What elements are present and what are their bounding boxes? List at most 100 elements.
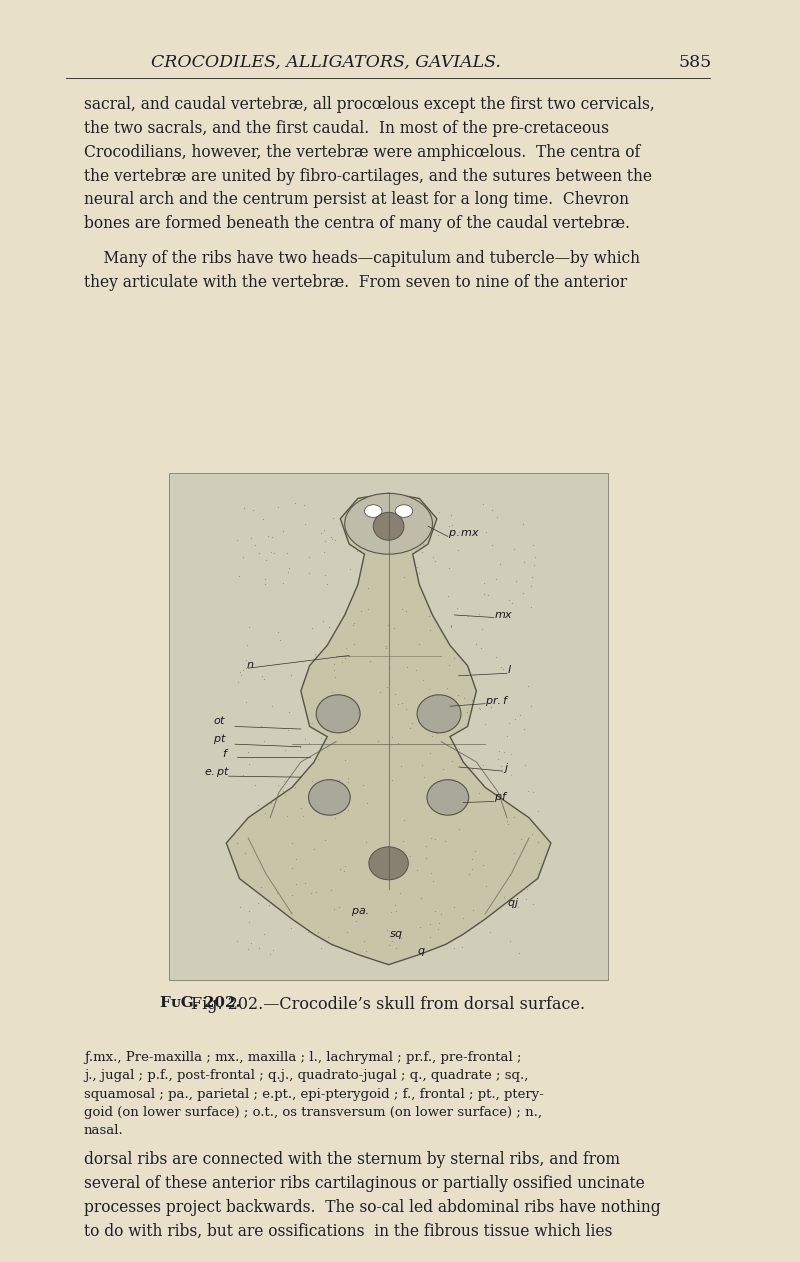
Point xyxy=(441,678,454,698)
Point xyxy=(394,756,407,776)
Point xyxy=(502,713,515,733)
Point xyxy=(253,939,266,959)
Point xyxy=(504,765,517,785)
Point xyxy=(505,745,518,765)
Point xyxy=(305,883,318,904)
Point xyxy=(318,531,331,551)
Point xyxy=(362,578,374,598)
Point xyxy=(338,861,350,881)
Point xyxy=(429,550,442,570)
Text: $pa.$: $pa.$ xyxy=(351,906,370,917)
Point xyxy=(282,702,295,722)
Point xyxy=(278,771,291,791)
Point xyxy=(256,666,269,687)
Point xyxy=(362,599,374,620)
Point xyxy=(364,857,377,877)
Point xyxy=(285,664,298,684)
Point xyxy=(380,636,393,656)
Point xyxy=(298,872,311,892)
Point xyxy=(417,534,430,554)
Point xyxy=(258,731,270,751)
Ellipse shape xyxy=(417,695,461,733)
Point xyxy=(333,770,346,790)
Point xyxy=(509,709,522,729)
Point xyxy=(482,584,494,604)
Point xyxy=(266,528,278,548)
Point xyxy=(256,509,269,529)
Point xyxy=(516,514,529,534)
Point xyxy=(484,698,497,718)
Point xyxy=(386,931,398,952)
Point xyxy=(524,697,537,717)
Point xyxy=(302,757,314,777)
Point xyxy=(510,572,522,592)
Point xyxy=(442,516,455,536)
Text: 585: 585 xyxy=(678,54,711,71)
Point xyxy=(242,753,255,774)
Point xyxy=(258,924,270,944)
Point xyxy=(295,798,308,818)
Point xyxy=(315,522,328,543)
Point xyxy=(442,558,455,578)
Point xyxy=(477,755,490,775)
Point xyxy=(501,726,514,746)
Point xyxy=(264,794,277,814)
Point xyxy=(504,930,517,950)
Point xyxy=(290,848,302,868)
Point xyxy=(495,658,508,678)
Point xyxy=(453,521,466,541)
Point xyxy=(326,529,338,549)
Point xyxy=(389,895,402,915)
Point xyxy=(330,770,343,790)
Point xyxy=(383,935,396,955)
Point xyxy=(302,733,315,753)
Point xyxy=(432,912,445,933)
Point xyxy=(498,887,511,907)
Point xyxy=(334,859,346,880)
Point xyxy=(297,805,310,825)
Bar xyxy=(170,473,608,979)
Point xyxy=(527,555,540,575)
Point xyxy=(342,772,354,793)
Point xyxy=(466,690,478,711)
Point xyxy=(451,540,464,560)
Point xyxy=(496,659,509,679)
Point xyxy=(462,863,475,883)
Point xyxy=(238,843,251,863)
Point xyxy=(318,520,331,540)
Point xyxy=(479,714,492,734)
Point xyxy=(477,854,490,875)
Point xyxy=(431,919,444,939)
Point xyxy=(235,665,248,685)
Text: $l$: $l$ xyxy=(507,664,512,675)
Point xyxy=(521,880,534,900)
Point xyxy=(462,606,474,626)
Point xyxy=(342,646,355,666)
Point xyxy=(319,565,332,586)
Point xyxy=(237,765,250,785)
Point xyxy=(286,833,298,853)
Point xyxy=(473,603,486,623)
Ellipse shape xyxy=(345,493,433,554)
Text: dorsal ribs are connected with the sternum by sternal ribs, and from
several of : dorsal ribs are connected with the stern… xyxy=(84,1151,661,1239)
Point xyxy=(447,649,460,669)
Point xyxy=(389,938,402,958)
Point xyxy=(314,938,327,958)
Text: $e.pt$: $e.pt$ xyxy=(204,765,230,779)
Point xyxy=(424,828,437,848)
Point xyxy=(282,562,294,582)
Point xyxy=(329,808,342,828)
Point xyxy=(374,525,386,545)
Point xyxy=(475,639,488,659)
Point xyxy=(441,586,454,606)
Point xyxy=(461,702,474,722)
Point xyxy=(532,832,545,852)
Point xyxy=(354,601,367,621)
Point xyxy=(240,650,253,670)
Point xyxy=(340,921,353,941)
Text: ƒ.mx., Pre-maxilla ; mx., maxilla ; l., lachrymal ; pr.f., pre-frontal ;
j., jug: ƒ.mx., Pre-maxilla ; mx., maxilla ; l., … xyxy=(84,1051,544,1137)
Point xyxy=(491,750,504,770)
Point xyxy=(438,830,451,851)
Point xyxy=(415,888,428,909)
Point xyxy=(360,941,373,962)
